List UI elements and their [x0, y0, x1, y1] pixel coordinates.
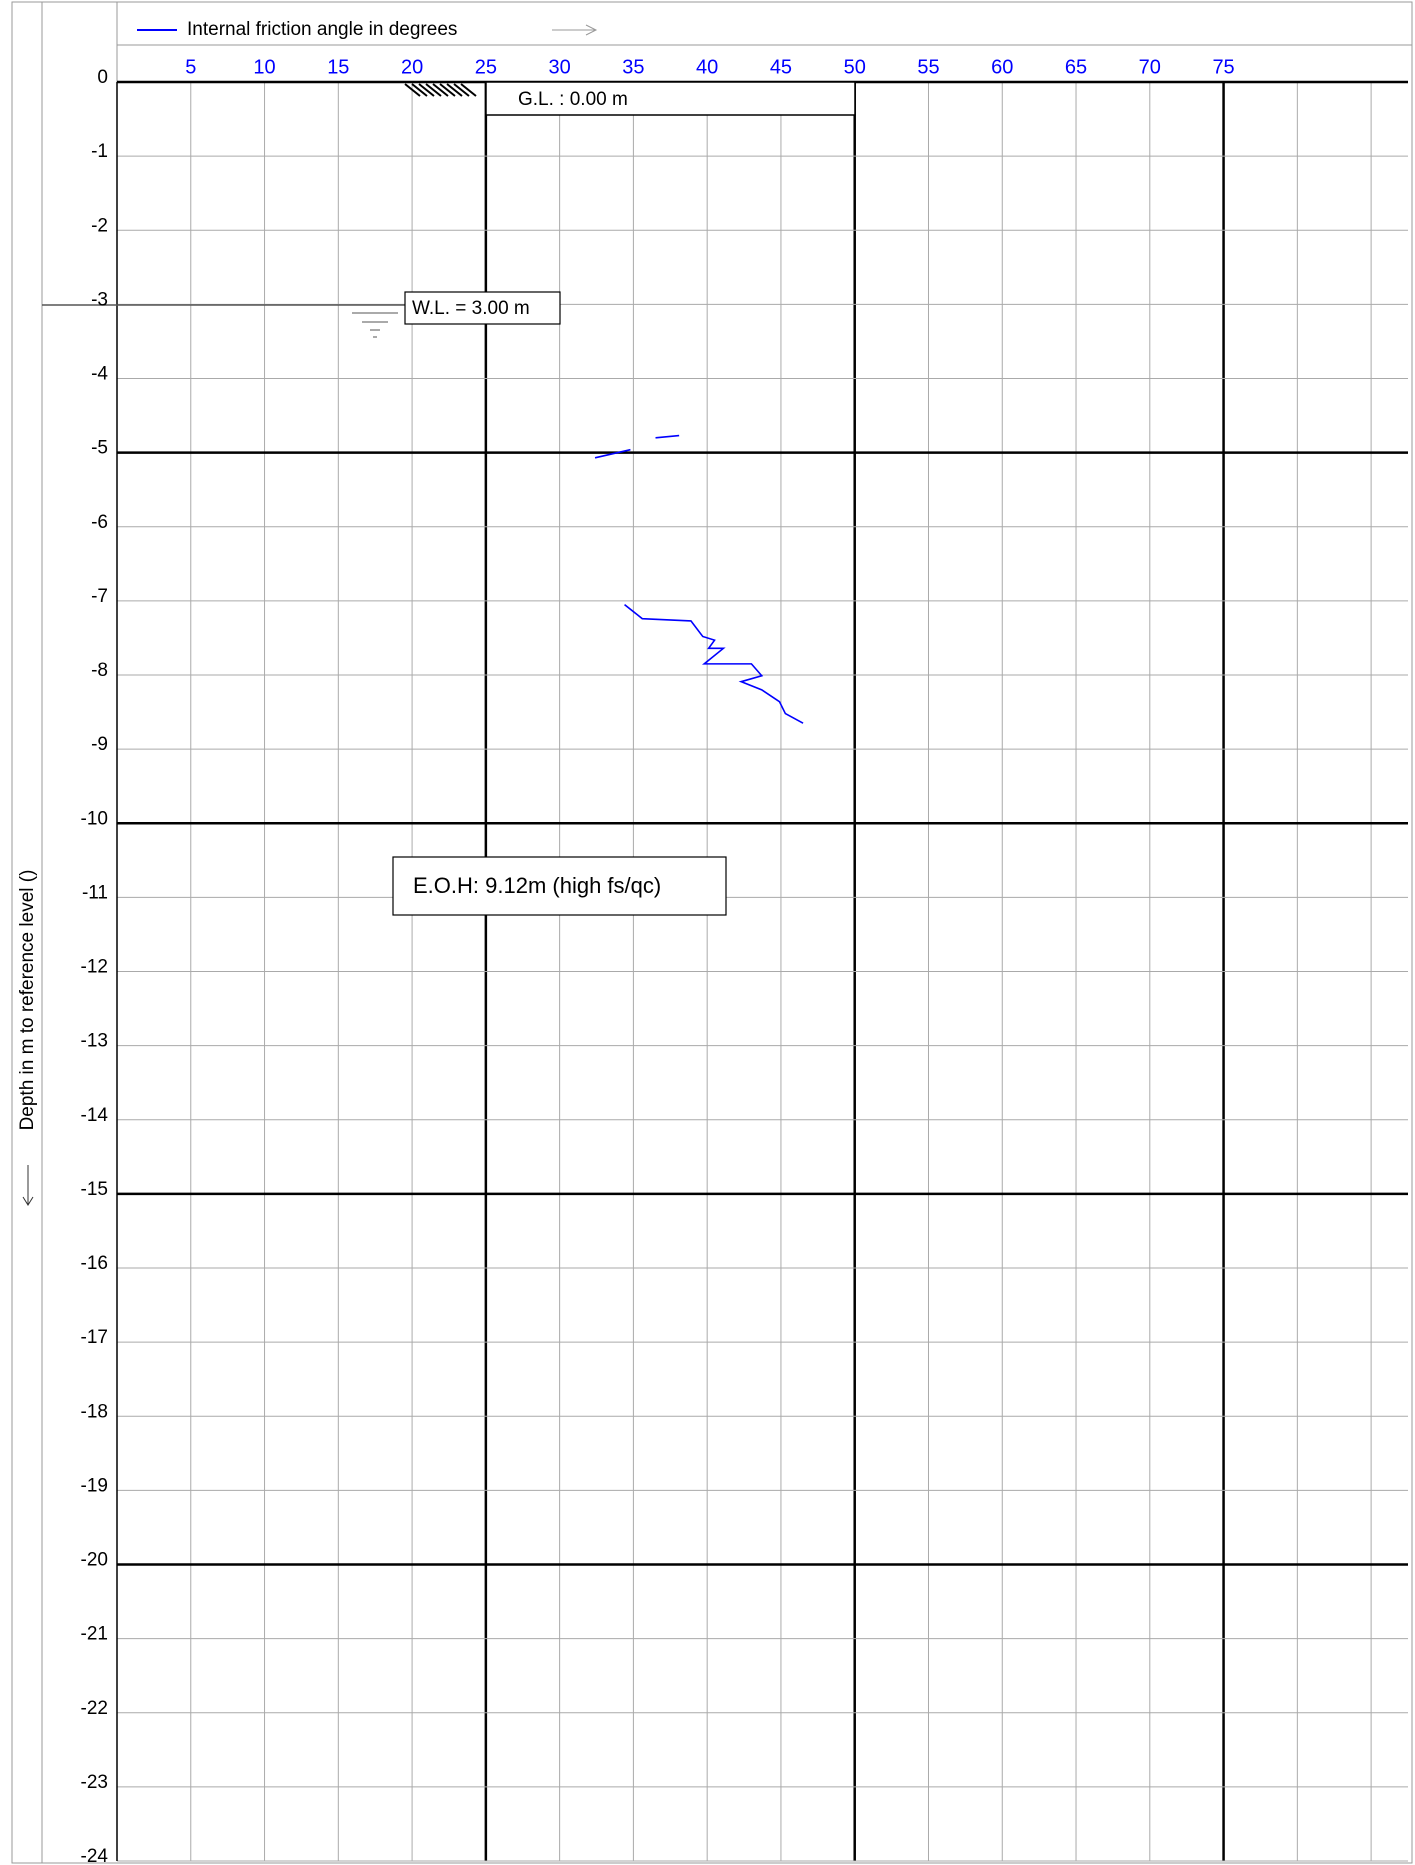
y-tick-label: -8: [91, 660, 108, 681]
x-tick-label: 50: [844, 56, 866, 78]
y-tick-label: -7: [91, 586, 108, 607]
x-tick-label: 65: [1065, 56, 1087, 78]
y-axis-label: Depth in m to reference level (): [17, 870, 38, 1131]
x-tick-label: 75: [1212, 56, 1234, 78]
y-tick-label: -12: [81, 957, 108, 978]
y-tick-label: 0: [97, 67, 108, 88]
y-tick-label: -5: [91, 438, 108, 459]
y-tick-label: -21: [81, 1624, 108, 1645]
y-tick-label: -17: [81, 1327, 108, 1348]
y-tick-label: -23: [81, 1772, 108, 1793]
y-tick-label: -9: [91, 734, 108, 755]
x-tick-label: 60: [991, 56, 1013, 78]
y-tick-label: -16: [81, 1253, 108, 1274]
data-line: [624, 603, 804, 724]
y-tick-label: -22: [81, 1698, 108, 1719]
y-tick-label: -14: [81, 1105, 109, 1126]
annotation-box: [485, 81, 856, 116]
y-tick-label: -18: [81, 1401, 108, 1422]
y-tick-label: -6: [91, 512, 108, 533]
end-of-hole-label: E.O.H: 9.12m (high fs/qc): [413, 873, 661, 898]
x-tick-label: 25: [475, 56, 497, 78]
data-line: [594, 448, 631, 459]
y-tick-label: -11: [82, 882, 108, 903]
y-tick-label: -1: [91, 141, 108, 162]
water-level-label: W.L. = 3.00 m: [412, 298, 530, 319]
y-tick-label: -2: [91, 215, 108, 236]
y-tick-label: -19: [81, 1475, 108, 1496]
x-tick-label: 15: [327, 56, 349, 78]
legend-label: Internal friction angle in degrees: [187, 19, 457, 40]
annotation-box: [404, 291, 561, 325]
x-tick-label: 10: [253, 56, 275, 78]
x-tick-label: 45: [770, 56, 792, 78]
y-tick-label: -13: [81, 1031, 108, 1052]
y-tick-label: -20: [81, 1550, 108, 1571]
water-symbol: [352, 312, 398, 338]
x-tick-label: 30: [549, 56, 571, 78]
y-tick-label: -3: [91, 289, 108, 310]
ground-level-label: G.L. : 0.00 m: [518, 89, 628, 110]
annotation-box: [392, 856, 727, 916]
data-line: [655, 434, 680, 439]
y-axis-arrow: [22, 1165, 34, 1206]
y-tick-label: -10: [81, 808, 108, 829]
ground-hatch: [403, 81, 480, 97]
x-tick-label: 5: [185, 56, 196, 78]
legend-arrow: [552, 24, 598, 36]
y-tick-label: -4: [91, 364, 108, 385]
y-tick-label: -15: [81, 1179, 108, 1200]
x-tick-label: 35: [622, 56, 644, 78]
frame: [11, 1, 1413, 1864]
x-tick-label: 40: [696, 56, 718, 78]
y-tick-label: -24: [81, 1846, 109, 1865]
x-tick-label: 20: [401, 56, 423, 78]
x-tick-label: 70: [1139, 56, 1161, 78]
x-tick-label: 55: [917, 56, 939, 78]
